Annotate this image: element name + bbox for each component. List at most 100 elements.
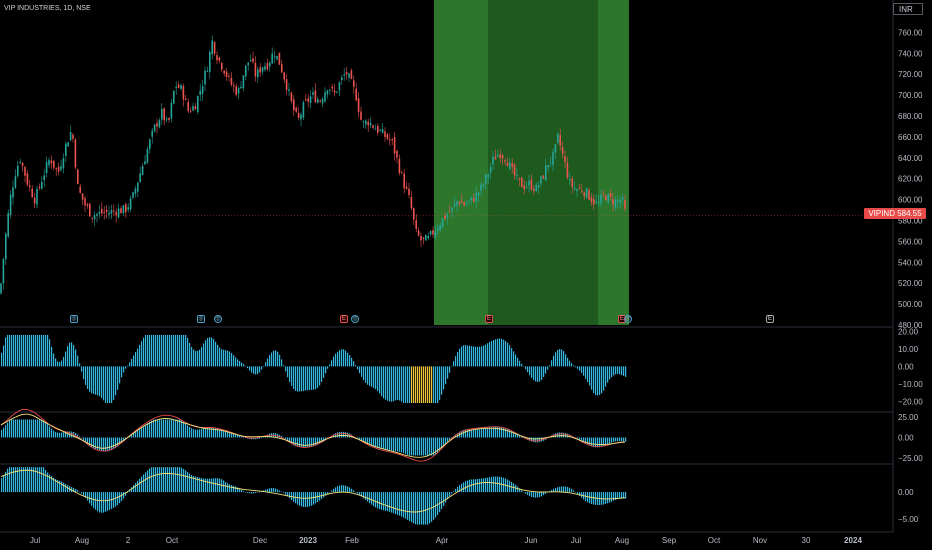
- future-earnings-marker[interactable]: E: [766, 315, 774, 323]
- candle-body: [197, 95, 199, 113]
- oscillator-3-bar: [99, 492, 101, 513]
- candle-body: [569, 178, 571, 180]
- corporate-action-marker[interactable]: ◎: [351, 315, 359, 323]
- candle-body: [456, 201, 458, 206]
- oscillator-3-bar: [23, 467, 25, 493]
- oscillator-2-bar: [99, 437, 101, 451]
- oscillator-3-bar: [41, 467, 43, 493]
- oscillator-2-bar: [311, 437, 313, 447]
- earnings-marker[interactable]: E: [485, 315, 493, 323]
- oscillator-3-bar: [429, 492, 431, 524]
- oscillator-1-bar: [53, 353, 55, 367]
- candle-body: [194, 106, 197, 110]
- candle-body: [477, 192, 480, 196]
- oscillator-3-bar: [495, 476, 497, 493]
- oscillator-1-bar: [109, 366, 111, 404]
- oscillator-1-bar: [301, 366, 303, 392]
- oscillator-2-bar: [111, 437, 113, 451]
- oscillator-3-bar: [485, 477, 487, 493]
- candle-body: [492, 156, 494, 165]
- oscillator-3-tick-label: −5.00: [898, 515, 919, 524]
- oscillator-2-bar: [603, 437, 605, 447]
- oscillator-1-bar: [479, 346, 481, 367]
- candle-body: [336, 91, 338, 93]
- oscillator-3-bar: [347, 486, 349, 493]
- oscillator-1-bar: [375, 366, 377, 390]
- dividend-marker[interactable]: ◎: [197, 315, 205, 323]
- currency-selector[interactable]: INR: [893, 3, 923, 15]
- oscillator-1-bar: [39, 334, 41, 367]
- oscillator-1-bar: [71, 342, 73, 367]
- oscillator-1-bar: [237, 359, 239, 367]
- candle-body: [609, 193, 612, 198]
- oscillator-2-bar: [569, 434, 571, 438]
- oscillator-2-bar: [247, 437, 249, 439]
- oscillator-1-bar: [227, 350, 229, 367]
- oscillator-3-bar: [253, 492, 255, 494]
- candle-body: [549, 162, 552, 164]
- corporate-action-marker[interactable]: ◎: [214, 315, 222, 323]
- candle-body: [338, 82, 341, 91]
- oscillator-1-bar: [107, 366, 109, 404]
- oscillator-3-bar: [33, 467, 35, 493]
- oscillator-1-bar: [625, 366, 627, 377]
- time-tick-label: Jul: [30, 536, 40, 545]
- oscillator-1-bar: [531, 366, 533, 378]
- candle-body: [413, 208, 415, 220]
- oscillator-1-bar: [355, 365, 357, 367]
- candle-body: [329, 89, 331, 91]
- candle-body: [497, 154, 499, 157]
- oscillator-1-bar: [35, 334, 37, 367]
- candle-body: [468, 200, 470, 202]
- oscillator-2-bar: [23, 419, 25, 438]
- candle-body: [566, 162, 569, 178]
- candle-body: [261, 67, 264, 72]
- oscillator-3-bar: [133, 485, 135, 493]
- oscillator-3-bar: [539, 492, 541, 498]
- oscillator-1-bar: [553, 355, 555, 367]
- oscillator-3-bar: [47, 472, 49, 493]
- oscillator-2-bar: [463, 429, 465, 438]
- oscillator-2-bar: [51, 428, 53, 438]
- dividend-marker[interactable]: ◎: [70, 315, 78, 323]
- oscillator-1-bar: [205, 340, 207, 367]
- candle-body: [9, 194, 12, 216]
- candle-body: [504, 159, 506, 162]
- oscillator-3-bar: [457, 486, 459, 493]
- oscillator-2-bar: [217, 428, 219, 438]
- time-tick-label: 2024: [844, 536, 862, 545]
- candle-body: [161, 108, 163, 120]
- oscillator-2-bar: [135, 431, 137, 438]
- candle-body: [353, 80, 355, 87]
- oscillator-1-bar: [111, 366, 113, 404]
- oscillator-2-bar: [91, 437, 93, 448]
- candle-body: [271, 53, 273, 64]
- oscillator-1-bar: [169, 334, 171, 367]
- oscillator-2-bar: [339, 431, 341, 438]
- oscillator-3-bar: [169, 467, 171, 493]
- oscillator-2-bar: [393, 437, 395, 452]
- oscillator-2-bar: [53, 430, 55, 438]
- earnings-marker[interactable]: E: [340, 315, 348, 323]
- oscillator-1-bar: [81, 366, 83, 372]
- candle-body: [312, 92, 314, 95]
- oscillator-2-bar: [5, 425, 7, 438]
- oscillator-2-tick-label: 0.00: [898, 434, 914, 443]
- oscillator-1-bar: [153, 334, 155, 367]
- oscillator-1-bar: [477, 346, 479, 367]
- oscillator-1-bar: [599, 366, 601, 395]
- oscillator-2-bar: [375, 437, 377, 448]
- oscillator-2-bar: [235, 433, 237, 438]
- oscillator-3-bar: [265, 489, 267, 493]
- candle-body: [228, 75, 230, 77]
- oscillator-2-bar: [107, 437, 109, 452]
- oscillator-1-bar: [7, 334, 9, 367]
- price-tick-label: 620.00: [898, 175, 923, 184]
- price-tick-label: 640.00: [898, 154, 923, 163]
- corporate-action-marker[interactable]: ◎: [624, 315, 632, 323]
- time-tick-label: Apr: [436, 536, 449, 545]
- oscillator-1-bar: [133, 355, 135, 367]
- oscillator-2-bar: [315, 437, 317, 446]
- oscillator-1-bar: [291, 366, 293, 386]
- oscillator-1-bar: [289, 366, 291, 382]
